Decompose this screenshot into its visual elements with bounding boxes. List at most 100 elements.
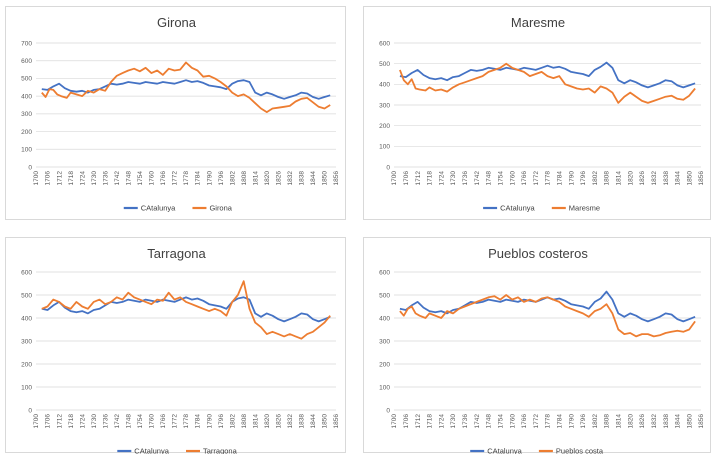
series-line-local: [41, 61, 331, 113]
x-tick-label: 1838: [299, 414, 306, 429]
y-tick-label: 200: [21, 361, 32, 368]
x-tick-label: 1766: [160, 171, 167, 186]
y-tick-label: 500: [379, 292, 390, 299]
y-tick-label: 0: [28, 407, 32, 414]
x-tick-label: 1850: [686, 414, 693, 429]
x-tick-label: 1772: [172, 414, 179, 429]
x-tick-label: 1736: [462, 414, 469, 429]
x-tick-label: 1742: [114, 171, 121, 186]
x-tick-label: 1820: [627, 414, 634, 429]
x-tick-label: 1700: [391, 414, 398, 429]
x-tick-label: 1772: [172, 171, 179, 186]
x-tick-label: 1778: [545, 171, 552, 186]
series-line-catalunya: [399, 290, 696, 323]
x-tick-label: 1712: [415, 171, 422, 186]
x-tick-label: 1706: [403, 171, 410, 186]
x-tick-label: 1748: [486, 414, 493, 429]
y-tick-label: 600: [21, 58, 32, 65]
y-tick-label: 100: [21, 384, 32, 391]
chart-panel-maresme: Maresme 0 100 200 300 400 500 600 1700 1706 1712 17…: [363, 6, 711, 220]
y-tick-label: 300: [21, 338, 32, 345]
chart-maresme: Maresme 0 100 200 300 400 500 600 1700 1706 1712 17…: [379, 15, 705, 213]
x-tick-label: 1814: [616, 171, 623, 186]
x-tick-label: 1760: [509, 414, 516, 429]
x-tick-label: 1784: [195, 414, 202, 429]
x-tick-label: 1730: [91, 171, 98, 186]
x-tick-label: 1754: [497, 414, 504, 429]
x-tick-label: 1856: [698, 414, 705, 429]
x-tick-label: 1712: [415, 414, 422, 429]
x-tick-label: 1760: [149, 414, 156, 429]
legend-label: CAtalunya: [487, 447, 522, 454]
y-tick-label: 200: [21, 129, 32, 136]
x-tick-label: 1838: [663, 414, 670, 429]
x-tick-label: 1706: [403, 414, 410, 429]
chart-title: Pueblos costeros: [488, 246, 588, 261]
chart-panel-pueblos-costeros: Pueblos costeros 0 100 200 300 400 500 600 1700 1…: [363, 237, 711, 454]
y-tick-label: 400: [21, 93, 32, 100]
x-tick-label: 1724: [438, 171, 445, 186]
x-tick-label: 1844: [675, 171, 682, 186]
x-tick-label: 1796: [580, 171, 587, 186]
x-tick-label: 1736: [102, 171, 109, 186]
chart-title: Girona: [157, 15, 197, 30]
y-tick-label: 600: [21, 269, 32, 276]
x-tick-label: 1784: [557, 171, 564, 186]
y-tick-label: 100: [379, 384, 390, 391]
x-tick-label: 1766: [521, 414, 528, 429]
y-tick-label: 0: [28, 164, 32, 171]
x-tick-label: 1850: [686, 171, 693, 186]
x-tick-label: 1790: [568, 414, 575, 429]
x-tick-label: 1700: [391, 171, 398, 186]
x-tick-label: 1754: [137, 171, 144, 186]
y-tick-label: 300: [379, 102, 390, 109]
chart-tarragona: Tarragona 0 100 200 300 400 500 600 1700 1706 1712…: [21, 246, 340, 454]
chart-panel-girona: Girona 0 100 200 300 400 500 600 700 1700 1706 1712…: [5, 6, 346, 220]
chart-panel-tarragona: Tarragona 0 100 200 300 400 500 600 1700 1706 1712…: [5, 237, 346, 454]
x-tick-label: 1778: [545, 414, 552, 429]
legend-label: CAtalunya: [141, 204, 176, 213]
y-tick-label: 600: [379, 269, 390, 276]
series-line-local: [41, 280, 331, 340]
x-tick-label: 1742: [474, 171, 481, 186]
x-tick-label: 1814: [252, 414, 259, 429]
x-tick-label: 1856: [333, 171, 340, 186]
x-tick-label: 1706: [45, 414, 52, 429]
x-tick-label: 1736: [462, 171, 469, 186]
legend-label: CAtalunya: [500, 204, 535, 213]
x-tick-label: 1778: [183, 171, 190, 186]
x-tick-label: 1730: [450, 414, 457, 429]
x-tick-label: 1760: [149, 171, 156, 186]
x-tick-label: 1790: [206, 171, 213, 186]
series-line-local: [399, 62, 696, 104]
x-tick-label: 1766: [521, 171, 528, 186]
y-tick-label: 400: [379, 315, 390, 322]
y-tick-label: 500: [21, 76, 32, 83]
x-tick-label: 1706: [45, 171, 52, 186]
chart-pueblos-costeros: Pueblos costeros 0 100 200 300 400 500 600 1700 1…: [379, 246, 705, 454]
x-tick-label: 1796: [218, 171, 225, 186]
x-tick-label: 1754: [497, 171, 504, 186]
x-tick-label: 1754: [137, 414, 144, 429]
x-tick-label: 1718: [68, 414, 75, 429]
x-tick-label: 1808: [604, 414, 611, 429]
y-tick-label: 200: [379, 361, 390, 368]
x-tick-label: 1700: [33, 171, 40, 186]
y-tick-label: 400: [379, 82, 390, 89]
y-tick-label: 300: [379, 338, 390, 345]
x-tick-label: 1718: [68, 171, 75, 186]
x-tick-label: 1808: [241, 414, 248, 429]
x-tick-label: 1826: [639, 414, 646, 429]
x-tick-label: 1820: [264, 414, 271, 429]
x-tick-label: 1766: [160, 414, 167, 429]
chart-title: Maresme: [511, 15, 565, 30]
x-tick-label: 1802: [229, 414, 236, 429]
x-tick-label: 1772: [533, 171, 540, 186]
x-tick-label: 1712: [56, 414, 63, 429]
x-tick-label: 1850: [322, 171, 329, 186]
x-tick-label: 1808: [604, 171, 611, 186]
x-tick-label: 1730: [91, 414, 98, 429]
x-tick-label: 1820: [627, 171, 634, 186]
x-tick-label: 1784: [195, 171, 202, 186]
x-tick-label: 1832: [651, 414, 658, 429]
